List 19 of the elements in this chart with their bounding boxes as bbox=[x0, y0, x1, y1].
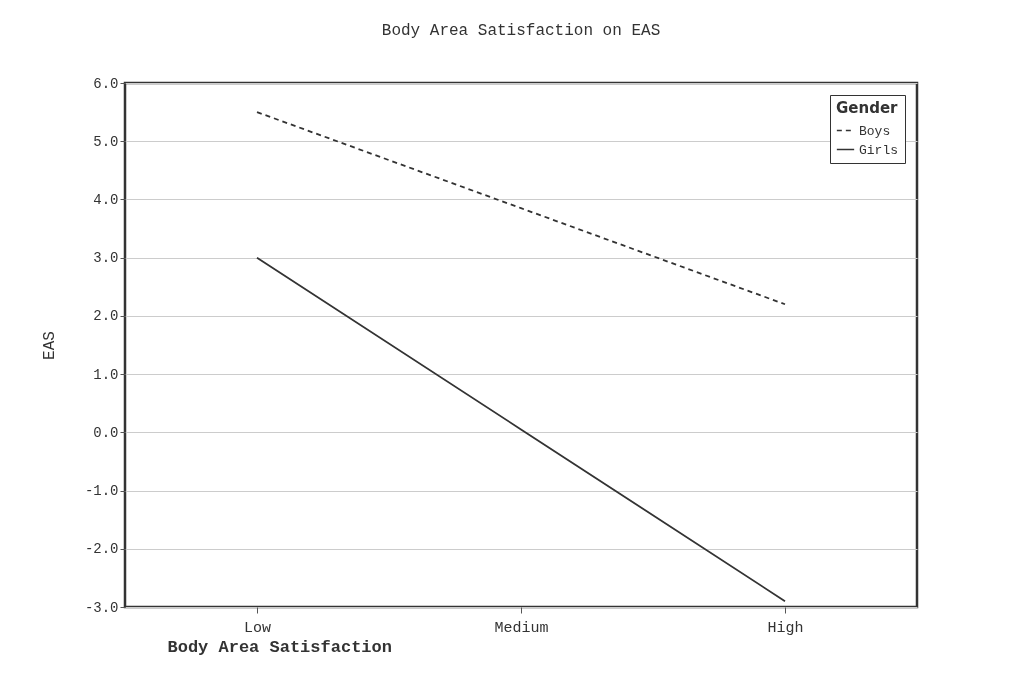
y-tick-label: -3.0 bbox=[84, 599, 119, 616]
y-tick-label: -2.0 bbox=[84, 541, 119, 558]
y-tick-label: 2.0 bbox=[93, 308, 119, 325]
legend-title: Gender bbox=[836, 99, 899, 117]
y-tick-label: -1.0 bbox=[84, 483, 119, 500]
y-tick-label: 4.0 bbox=[93, 191, 119, 208]
legend-label: Boys bbox=[859, 123, 891, 139]
x-tick-label: Medium bbox=[494, 619, 549, 637]
legend-label: Girls bbox=[859, 142, 899, 158]
x-tick-label: High bbox=[767, 619, 804, 637]
y-tick-label: 3.0 bbox=[93, 250, 119, 267]
y-tick-label: 6.0 bbox=[93, 75, 119, 92]
y-tick-label: 5.0 bbox=[93, 133, 119, 150]
y-axis-title: EAS bbox=[40, 331, 59, 360]
x-axis-title: Body Area Satisfaction bbox=[167, 637, 392, 657]
y-tick-label: 1.0 bbox=[93, 366, 119, 383]
chart-title: Body Area Satisfaction on EAS bbox=[381, 22, 661, 40]
x-tick-label: Low bbox=[243, 619, 272, 637]
y-tick-label: 0.0 bbox=[93, 424, 119, 441]
